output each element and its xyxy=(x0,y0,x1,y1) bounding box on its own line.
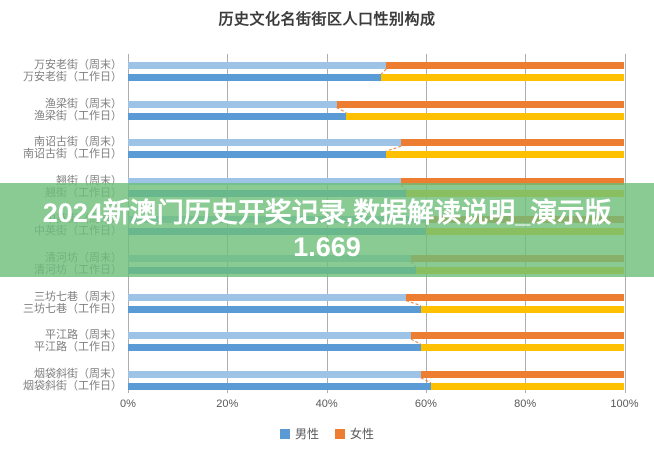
x-axis-tick-label: 40% xyxy=(315,398,338,410)
bar-segment-male xyxy=(128,177,402,185)
bar-segment-female xyxy=(386,62,625,69)
category-label: 南诏古街（周末） xyxy=(34,136,122,149)
category-label: 烟袋斜街（周末） xyxy=(34,367,122,380)
category-label: 三坊七巷（周末） xyxy=(34,290,122,303)
bar-segment-male xyxy=(128,151,387,159)
chart-legend: 男性 女性 xyxy=(0,425,654,442)
legend-item-male: 男性 xyxy=(279,425,319,442)
bar-segment-female xyxy=(381,74,625,81)
watermark-overlay: 2024新澳门历史开奖记录,数据解读说明_演示版 1.669 xyxy=(0,183,654,277)
bar-segment-female xyxy=(420,305,625,313)
x-axis-tick-label: 80% xyxy=(514,398,537,410)
bar-segment-female xyxy=(386,151,625,159)
category-label: 南诏古街（工作日） xyxy=(23,148,122,161)
x-axis-tick-label: 100% xyxy=(610,398,639,410)
bar-segment-female xyxy=(336,100,625,108)
watermark-text-line2: 1.669 xyxy=(293,232,361,262)
bar-segment-female xyxy=(411,332,625,340)
bar-segment-male xyxy=(128,139,402,147)
bar-segment-male xyxy=(128,100,337,108)
category-label: 平江路（周末） xyxy=(45,329,122,342)
bar-segment-female xyxy=(406,293,625,301)
bar-segment-male xyxy=(128,382,431,390)
bar-segment-male xyxy=(128,305,421,313)
bar-segment-female xyxy=(420,370,625,378)
category-label: 平江路（工作日） xyxy=(34,341,122,354)
legend-label-female: 女性 xyxy=(350,427,375,441)
bar-segment-male xyxy=(128,62,387,69)
watermark-text-line1: 2024新澳门历史开奖记录,数据解读说明_演示版 xyxy=(42,198,612,228)
category-label: 万安老街（工作日） xyxy=(23,71,122,83)
category-label: 万安老街（周末） xyxy=(34,59,122,71)
bar-segment-male xyxy=(128,344,421,352)
legend-label-male: 男性 xyxy=(294,427,319,441)
bar-segment-male xyxy=(128,370,421,378)
bar-segment-female xyxy=(401,139,625,147)
x-axis-tick-label: 20% xyxy=(216,398,239,410)
category-label: 渔梁街（周末） xyxy=(45,97,122,110)
bar-segment-female xyxy=(420,344,625,352)
legend-item-female: 女性 xyxy=(335,425,374,442)
legend-swatch-female-icon xyxy=(335,428,345,439)
category-label: 渔梁街（工作日） xyxy=(34,109,122,122)
bar-segment-female xyxy=(401,177,625,185)
legend-swatch-male-icon xyxy=(279,428,290,439)
bar-segment-male xyxy=(128,332,411,340)
chart-title: 历史文化名街街区人口性别构成 xyxy=(218,11,436,28)
bar-segment-male xyxy=(128,293,407,301)
bar-segment-male xyxy=(128,112,347,120)
bar-segment-male xyxy=(128,74,382,81)
x-axis-tick-label: 0% xyxy=(120,398,136,410)
bar-segment-female xyxy=(430,382,625,390)
bar-segment-female xyxy=(346,112,625,120)
category-label: 烟袋斜街（工作日） xyxy=(23,379,122,392)
x-axis-tick-label: 60% xyxy=(414,398,437,410)
category-label: 三坊七巷（工作日） xyxy=(23,302,122,315)
